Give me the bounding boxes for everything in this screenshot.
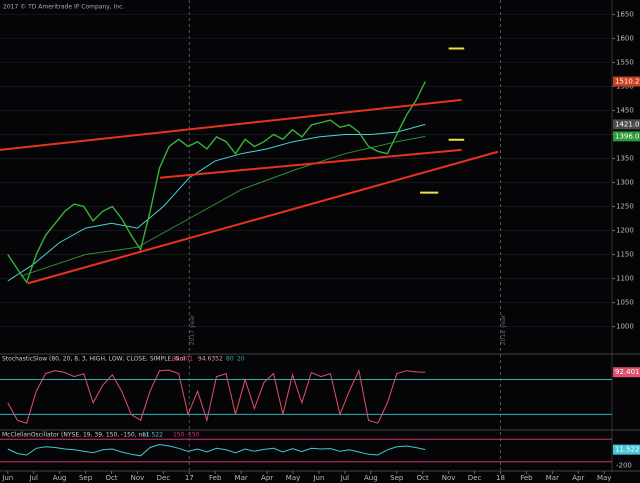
indicator-title: McClellanOscillator (NYSE, 19, 39, 150, … [2, 432, 148, 439]
y-tick-label: 1150 [616, 251, 634, 259]
value-box [613, 444, 640, 455]
x-tick-label: Sep [79, 474, 93, 482]
trendline [159, 148, 462, 179]
level-value: 80 [226, 356, 234, 363]
y-tick-label: 1650 [616, 10, 634, 18]
x-tick-label: Jul [28, 474, 38, 482]
x-tick-label: May [597, 474, 611, 482]
x-tick-label: Feb [520, 474, 533, 482]
x-tick-label: Nov [442, 474, 456, 482]
price-line [7, 81, 426, 284]
x-tick-label: Feb [209, 474, 222, 482]
price-label-box [613, 119, 640, 130]
price-label-box [613, 76, 640, 87]
x-tick-label: Oct [105, 474, 117, 482]
price-label: 1396.06 [615, 132, 640, 140]
x-tick-label: Mar [546, 474, 559, 482]
x-tick-label: Jun [1, 474, 13, 482]
x-tick-label: Aug [364, 474, 378, 482]
indicator-value: 92.401 [172, 356, 193, 363]
indicator-line [7, 369, 426, 424]
price-label: 1510.22 [615, 78, 640, 86]
moving-average [20, 135, 426, 277]
x-tick-label: Jul [340, 474, 350, 482]
indicator-value: 94.6352 [198, 356, 223, 363]
level-value: -150 [186, 432, 200, 439]
level-value: 20 [237, 356, 245, 363]
indicator-line [7, 443, 426, 457]
x-tick-label: Jun [312, 474, 324, 482]
price-label: 1421.06 [615, 120, 640, 128]
copyright: 2017 © TD Ameritrade IP Company, Inc. [3, 4, 124, 11]
x-tick-label: Mar [235, 474, 248, 482]
y-tick-label: 1350 [616, 154, 634, 162]
y-tick-label: 1450 [616, 106, 634, 114]
trendline [27, 150, 499, 285]
y-tick-label: 1250 [616, 203, 634, 211]
trendline [0, 98, 462, 151]
price-label-box [613, 131, 640, 142]
x-tick-label: Dec [468, 474, 482, 482]
x-tick-label: 17 [185, 474, 194, 482]
y-tick-label: 1550 [616, 58, 634, 66]
year-label: 2017 year [189, 314, 196, 345]
indicator-title: StochasticSlow (80, 20, 8, 3, HIGH, LOW,… [2, 356, 186, 363]
value-box [613, 367, 640, 378]
x-tick-label: May [286, 474, 300, 482]
y-tick-label: 1100 [616, 275, 634, 283]
x-tick-label: Apr [572, 474, 584, 482]
x-tick-label: Dec [157, 474, 171, 482]
x-tick-label: Sep [390, 474, 404, 482]
indicator-value: 11.522 [142, 432, 163, 439]
value-box-label: 11.522 [615, 446, 640, 454]
y-tick-label: 1050 [616, 299, 634, 307]
year-label: 2018 year [500, 314, 507, 345]
level-value: 150 [173, 432, 185, 439]
x-tick-label: Aug [53, 474, 67, 482]
moving-average [7, 123, 426, 282]
y-tick-label: 1200 [616, 227, 634, 235]
y-tick-label: -200 [616, 462, 632, 470]
x-tick-label: Apr [261, 474, 273, 482]
y-tick-label: 1300 [616, 179, 634, 187]
y-tick-label: 1600 [616, 34, 634, 42]
x-tick-label: Oct [417, 474, 429, 482]
y-tick-label: 1000 [616, 323, 634, 331]
x-tick-label: Nov [131, 474, 145, 482]
value-box-label: 92.401 [615, 368, 640, 376]
x-tick-label: 18 [496, 474, 505, 482]
